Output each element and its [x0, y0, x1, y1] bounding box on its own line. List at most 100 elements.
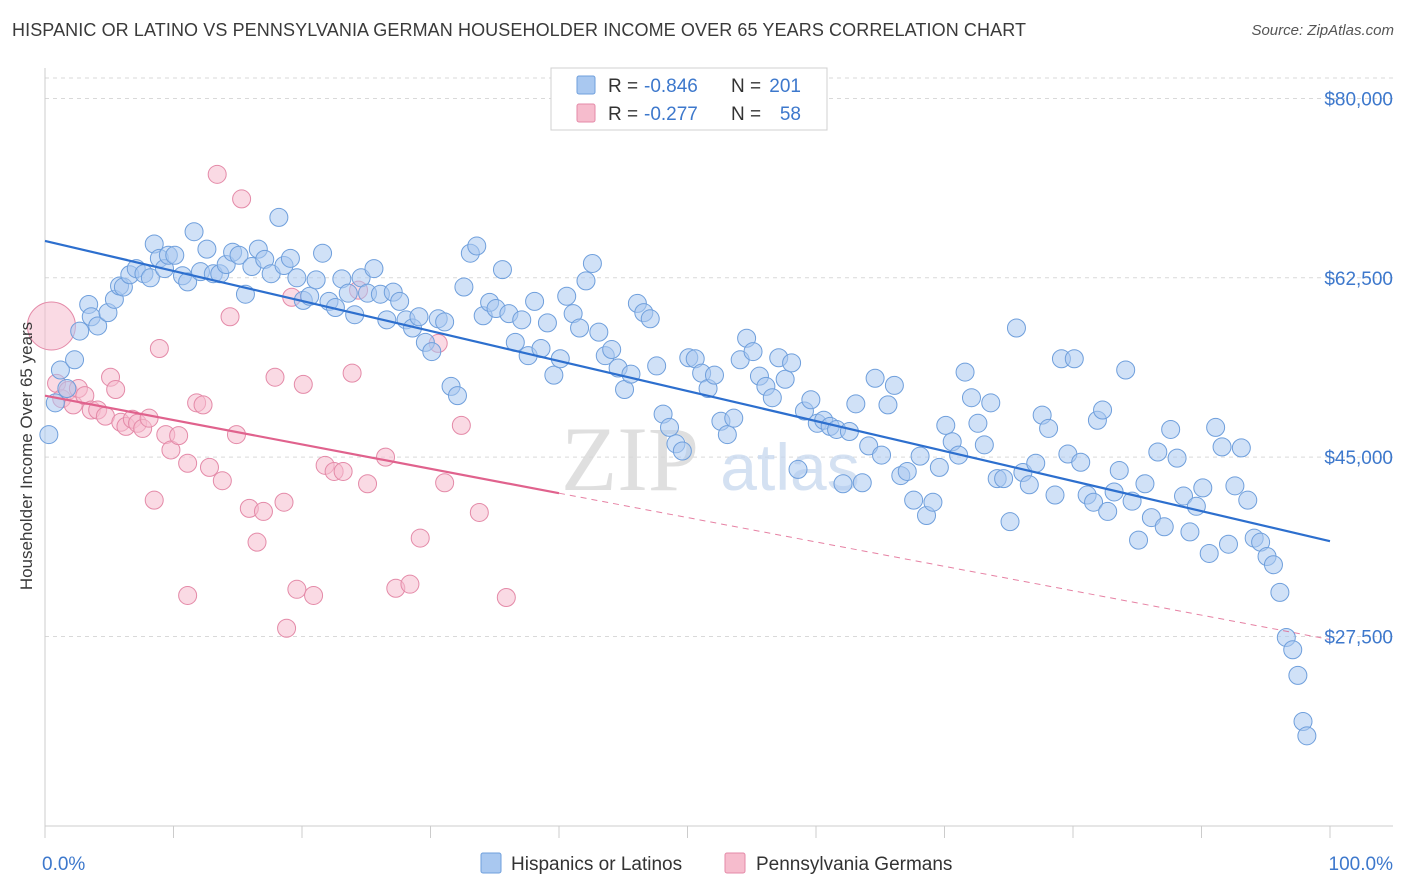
point-hispanic-or-latino [1238, 490, 1258, 510]
legend-r-label: R = [608, 76, 638, 97]
point-pennsylvania-german [376, 447, 396, 467]
correlation-legend: R = -0.846 N = 201 R = -0.277 N = 58 [550, 67, 828, 131]
chart-title: HISPANIC OR LATINO VS PENNSYLVANIA GERMA… [12, 20, 1027, 40]
x-tick-label: 0.0% [42, 854, 85, 875]
point-hispanic-or-latino [839, 422, 859, 442]
point-hispanic-or-latino [904, 490, 924, 510]
point-hispanic-or-latino [788, 459, 808, 479]
point-hispanic-or-latino [1263, 555, 1283, 575]
point-pennsylvania-german [342, 363, 362, 383]
point-hispanic-or-latino [165, 245, 185, 265]
point-hispanic-or-latino [1019, 475, 1039, 495]
point-hispanic-or-latino [557, 286, 577, 306]
point-hispanic-or-latino [936, 415, 956, 435]
point-pennsylvania-german [496, 588, 516, 608]
point-pennsylvania-german [178, 585, 198, 605]
point-hispanic-or-latino [1154, 517, 1174, 537]
point-hispanic-or-latino [865, 368, 885, 388]
point-hispanic-or-latino [1231, 438, 1251, 458]
point-hispanic-or-latino [974, 435, 994, 455]
point-hispanic-or-latino [833, 474, 853, 494]
point-hispanic-or-latino [140, 268, 160, 288]
point-hispanic-or-latino [1161, 419, 1181, 439]
point-pennsylvania-german [265, 367, 285, 387]
point-hispanic-or-latino [1039, 418, 1059, 438]
point-hispanic-or-latino [50, 360, 70, 380]
point-hispanic-or-latino [454, 277, 474, 297]
point-hispanic-or-latino [923, 492, 943, 512]
point-hispanic-or-latino [621, 364, 641, 384]
point-hispanic-or-latino [435, 312, 455, 332]
point-pennsylvania-german [469, 502, 489, 522]
trend-line-pennsylvania-germans [44, 394, 560, 495]
point-hispanic-or-latino [338, 283, 358, 303]
point-hispanic-or-latino [57, 378, 77, 398]
point-hispanic-or-latino [640, 309, 660, 329]
y-tick-labels: $80,000 $62,500 $45,000 $27,500 [1324, 89, 1393, 648]
point-hispanic-or-latino [968, 413, 988, 433]
point-hispanic-or-latino [602, 340, 622, 360]
point-hispanic-or-latino [229, 245, 249, 265]
point-hispanic-or-latino [269, 207, 289, 227]
point-pennsylvania-german [287, 579, 307, 599]
point-pennsylvania-german [304, 585, 324, 605]
point-pennsylvania-german [220, 307, 240, 327]
point-hispanic-or-latino [1071, 452, 1091, 472]
point-pennsylvania-german [178, 453, 198, 473]
legend-swatch-blue [576, 75, 596, 95]
point-hispanic-or-latino [88, 316, 108, 336]
point-hispanic-or-latino [197, 239, 217, 259]
point-hispanic-or-latino [1098, 501, 1118, 521]
point-hispanic-or-latino [390, 291, 410, 311]
point-hispanic-or-latino [409, 307, 429, 327]
point-pennsylvania-german [277, 618, 297, 638]
grid-lines [45, 77, 1393, 637]
point-hispanic-or-latino [1288, 665, 1308, 685]
point-hispanic-or-latino [743, 342, 763, 362]
point-hispanic-or-latino [1109, 460, 1129, 480]
point-hispanic-or-latino [647, 356, 667, 376]
point-hispanic-or-latino [1193, 478, 1213, 498]
legend-r-label: R = [608, 104, 638, 125]
point-hispanic-or-latino [589, 322, 609, 342]
point-hispanic-or-latino [544, 365, 564, 385]
point-hispanic-or-latino [897, 461, 917, 481]
point-hispanic-or-latino [801, 390, 821, 410]
trend-lines [44, 239, 1331, 641]
point-hispanic-or-latino [422, 342, 442, 362]
y-tick-label: $27,500 [1324, 627, 1393, 648]
point-hispanic-or-latino [846, 394, 866, 414]
point-hispanic-or-latino [1084, 492, 1104, 512]
point-hispanic-or-latino [782, 353, 802, 373]
point-hispanic-or-latino [1135, 474, 1155, 494]
point-hispanic-or-latino [364, 259, 384, 279]
point-hispanic-or-latino [287, 268, 307, 288]
point-pennsylvania-german [410, 528, 430, 548]
point-hispanic-or-latino [1174, 486, 1194, 506]
y-axis-label: Householder Income Over 65 years [17, 322, 36, 590]
legend-swatch-hispanics [480, 852, 502, 874]
y-tick-label: $62,500 [1324, 269, 1393, 290]
point-pennsylvania-german [144, 490, 164, 510]
point-pennsylvania-german [169, 426, 189, 446]
point-pennsylvania-german [207, 164, 227, 184]
point-hispanic-or-latino [467, 236, 487, 256]
point-hispanic-or-latino [70, 321, 90, 341]
point-hispanic-or-latino [1186, 496, 1206, 516]
point-hispanic-or-latino [1218, 534, 1238, 554]
series-pennsylvania-germans [26, 164, 516, 638]
point-pennsylvania-german [274, 492, 294, 512]
point-hispanic-or-latino [512, 310, 532, 330]
point-hispanic-or-latino [1141, 508, 1161, 528]
point-hispanic-or-latino [492, 260, 512, 280]
point-hispanic-or-latino [717, 425, 737, 445]
point-hispanic-or-latino [852, 473, 872, 493]
point-hispanic-or-latino [39, 425, 59, 445]
axes [44, 68, 1393, 838]
legend-n-label: N = [731, 76, 761, 97]
point-hispanic-or-latino [724, 408, 744, 428]
point-hispanic-or-latino [672, 441, 692, 461]
point-hispanic-or-latino [178, 272, 198, 292]
point-hispanic-or-latino [762, 388, 782, 408]
point-pennsylvania-german [199, 457, 219, 477]
